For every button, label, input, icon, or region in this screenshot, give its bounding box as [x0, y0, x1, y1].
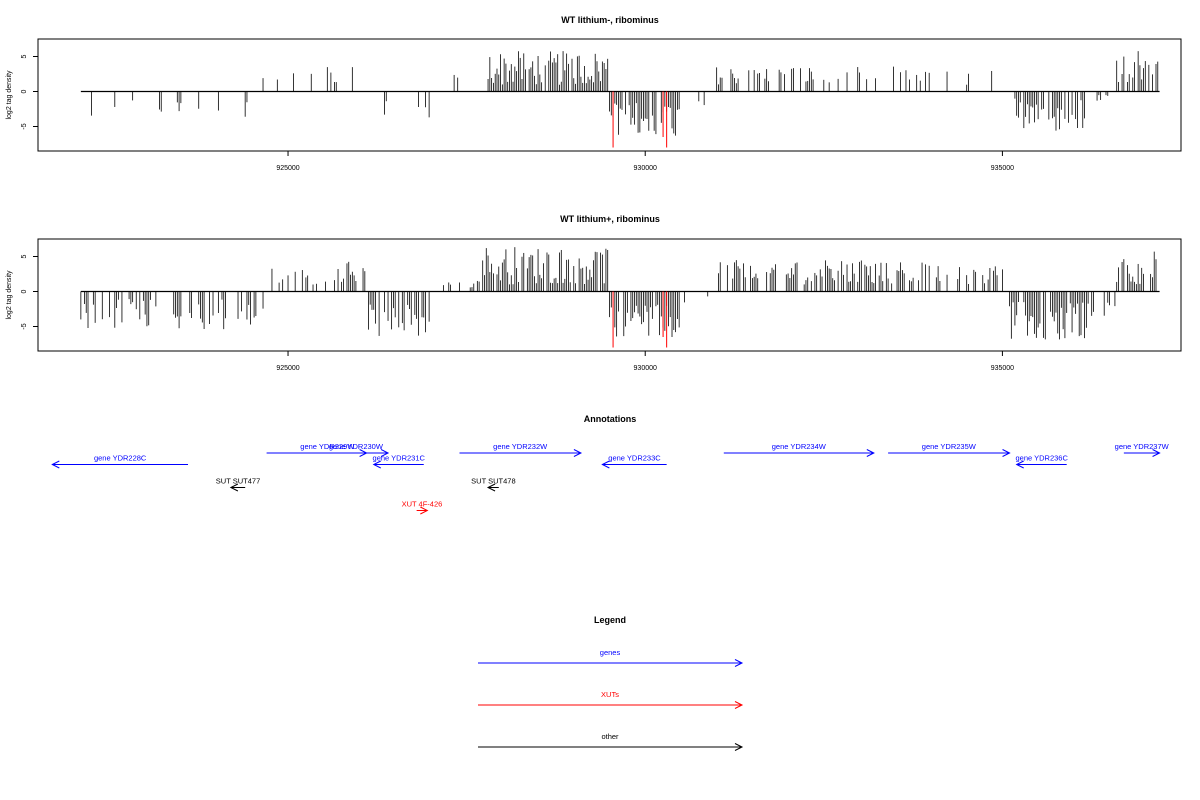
- feature-genes: gene YDR229W: [266, 442, 390, 457]
- x-tick-label: 925000: [276, 365, 299, 372]
- legend-arrowhead: [734, 701, 744, 709]
- legend-label: genes: [600, 648, 621, 657]
- y-tick-label: -5: [21, 323, 28, 329]
- feature-label: gene YDR231C: [373, 454, 426, 463]
- legend-item-xuts: XUTs: [478, 690, 744, 709]
- feature-genes: gene YDR228C: [51, 454, 189, 469]
- legend-label: XUTs: [601, 690, 619, 699]
- feature-genes: gene YDR237W: [1115, 442, 1170, 457]
- feature-arrowhead: [372, 460, 381, 469]
- panel-lithium-plus: WT lithium+, ribominus log2 tag density …: [6, 214, 1182, 372]
- plot-frame: [37, 38, 1182, 152]
- feature-arrowhead: [51, 460, 60, 469]
- legend-arrowhead: [734, 659, 744, 667]
- feature-label: gene YDR236C: [1015, 454, 1068, 463]
- panel-title: WT lithium-, ribominus: [561, 15, 659, 25]
- legend-arrowhead: [734, 743, 744, 751]
- feature-other: SUT SUT477: [216, 477, 260, 492]
- feature-arrowhead: [359, 449, 368, 457]
- feature-arrowhead: [601, 460, 610, 469]
- feature-label: gene YDR228C: [94, 454, 147, 463]
- feature-arrowhead: [420, 506, 429, 515]
- feature-arrowhead: [1015, 460, 1024, 469]
- feature-label: gene YDR232W: [493, 442, 548, 451]
- legend-label: other: [601, 732, 619, 741]
- legend-title: Legend: [594, 615, 626, 625]
- x-tick-label: 935000: [991, 365, 1014, 372]
- x-tick-label: 930000: [634, 165, 657, 172]
- annotations-title: Annotations: [584, 414, 637, 424]
- y-tick-label: -5: [21, 123, 28, 129]
- plot-frame: [37, 238, 1182, 352]
- y-tick-label: 5: [21, 254, 28, 258]
- feature-label: gene YDR233C: [608, 454, 661, 463]
- x-tick-label: 935000: [991, 165, 1014, 172]
- feature-genes: gene YDR233C: [601, 454, 667, 469]
- feature-arrowhead: [1152, 449, 1161, 457]
- feature-genes: gene YDR232W: [459, 442, 583, 457]
- feature-label: gene YDR237W: [1115, 442, 1170, 451]
- feature-label: SUT SUT478: [471, 477, 515, 486]
- x-tick-label: 925000: [276, 165, 299, 172]
- legend-items: genes XUTs other: [478, 648, 744, 751]
- feature-arrowhead: [866, 449, 875, 457]
- feature-genes: gene YDR235W: [888, 442, 1011, 457]
- bar-series: [80, 51, 1160, 136]
- feature-label: gene YDR235W: [922, 442, 977, 451]
- red-bar-series: [612, 291, 668, 348]
- feature-arrowhead: [380, 449, 390, 457]
- feature-genes: gene YDR230W: [329, 442, 384, 457]
- feature-label: XUT 4F-426: [402, 500, 443, 509]
- feature-label: gene YDR229W: [300, 442, 355, 451]
- feature-arrowhead: [486, 483, 496, 492]
- feature-genes: gene YDR234W: [723, 442, 875, 457]
- legend: Legend genes XUTs other: [478, 615, 744, 751]
- red-bar-series: [612, 91, 668, 148]
- axes: 925000 930000 935000 -5 0 5: [21, 54, 1014, 172]
- y-axis-label: log2 tag density: [6, 70, 13, 120]
- feature-arrowhead: [229, 483, 239, 492]
- y-axis-label: log2 tag density: [6, 270, 13, 320]
- panel-title: WT lithium+, ribominus: [560, 214, 660, 224]
- legend-item-genes: genes: [478, 648, 744, 667]
- x-tick-label: 930000: [634, 365, 657, 372]
- feature-other: SUT SUT478: [471, 477, 516, 492]
- y-tick-label: 5: [21, 54, 28, 58]
- axes: 925000 930000 935000 -5 0 5: [21, 254, 1014, 372]
- legend-item-other: other: [478, 732, 744, 751]
- feature-xuts: XUT 4F-426: [402, 500, 443, 515]
- panel-lithium-minus: WT lithium-, ribominus log2 tag density …: [6, 15, 1182, 172]
- feature-label: gene YDR234W: [772, 442, 827, 451]
- feature-genes: gene YDR231C: [373, 454, 426, 469]
- feature-label: SUT SUT477: [216, 477, 260, 486]
- feature-arrowhead: [1002, 449, 1011, 457]
- y-tick-label: 0: [21, 89, 28, 93]
- feature-genes: gene YDR236C: [1015, 454, 1068, 469]
- bar-series: [80, 247, 1160, 340]
- feature-arrowhead: [573, 449, 583, 457]
- y-tick-label: 0: [21, 289, 28, 293]
- feature-label: gene YDR230W: [329, 442, 384, 451]
